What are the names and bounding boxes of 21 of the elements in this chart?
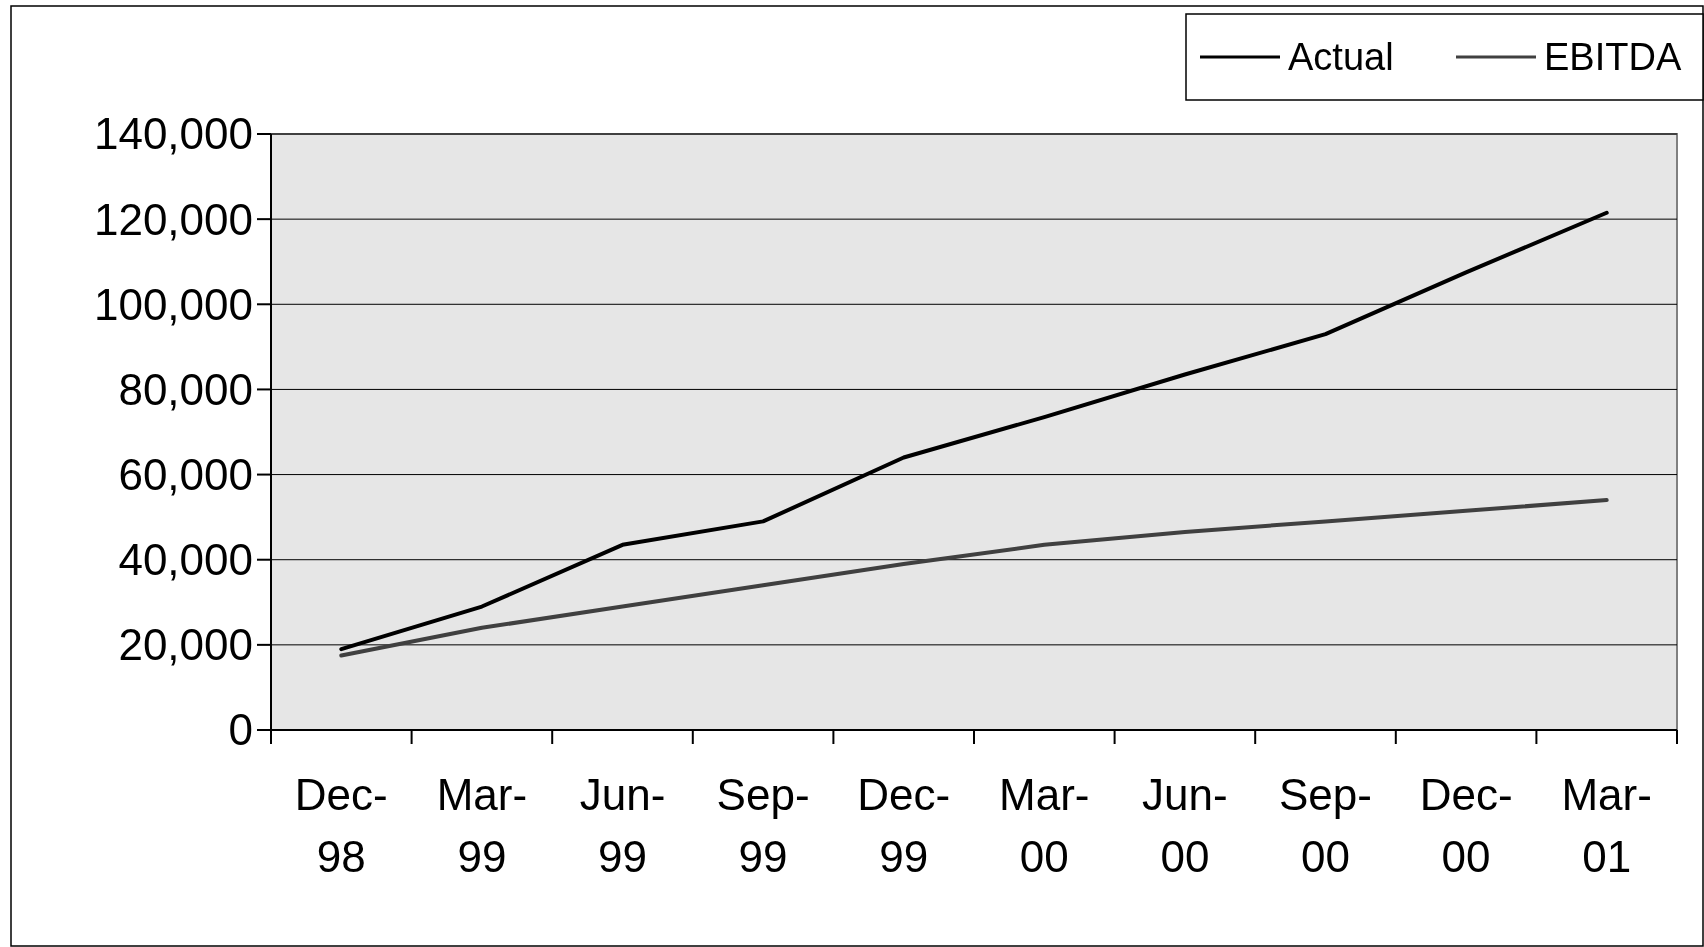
y-tick-label: 40,000	[118, 535, 253, 585]
x-tick-label: Sep-99	[716, 770, 810, 881]
legend-label: EBITDA	[1544, 36, 1682, 78]
y-tick-label: 100,000	[93, 279, 253, 329]
y-tick-label: 140,000	[93, 109, 253, 159]
x-tick-label: Mar-00	[999, 770, 1090, 881]
y-tick-label: 0	[228, 705, 253, 755]
x-tick-label: Mar-99	[436, 770, 528, 881]
x-tick-label: Sep-00	[1279, 770, 1372, 881]
x-tick-label: Jun-00	[1142, 770, 1228, 881]
x-tick-label: Dec-98	[294, 770, 388, 881]
y-tick-label: 60,000	[118, 449, 253, 499]
y-tick-label: 20,000	[118, 620, 253, 670]
y-tick-label: 120,000	[93, 194, 253, 244]
legend-label: Actual	[1288, 36, 1394, 78]
x-tick-label: Jun-99	[579, 770, 666, 881]
x-tick-label: Mar-01	[1561, 770, 1652, 881]
line-series	[339, 498, 1609, 658]
x-tick-label: Dec-00	[1419, 770, 1513, 881]
y-tick-label: 80,000	[118, 364, 253, 414]
x-tick-label: Dec-99	[857, 770, 951, 881]
